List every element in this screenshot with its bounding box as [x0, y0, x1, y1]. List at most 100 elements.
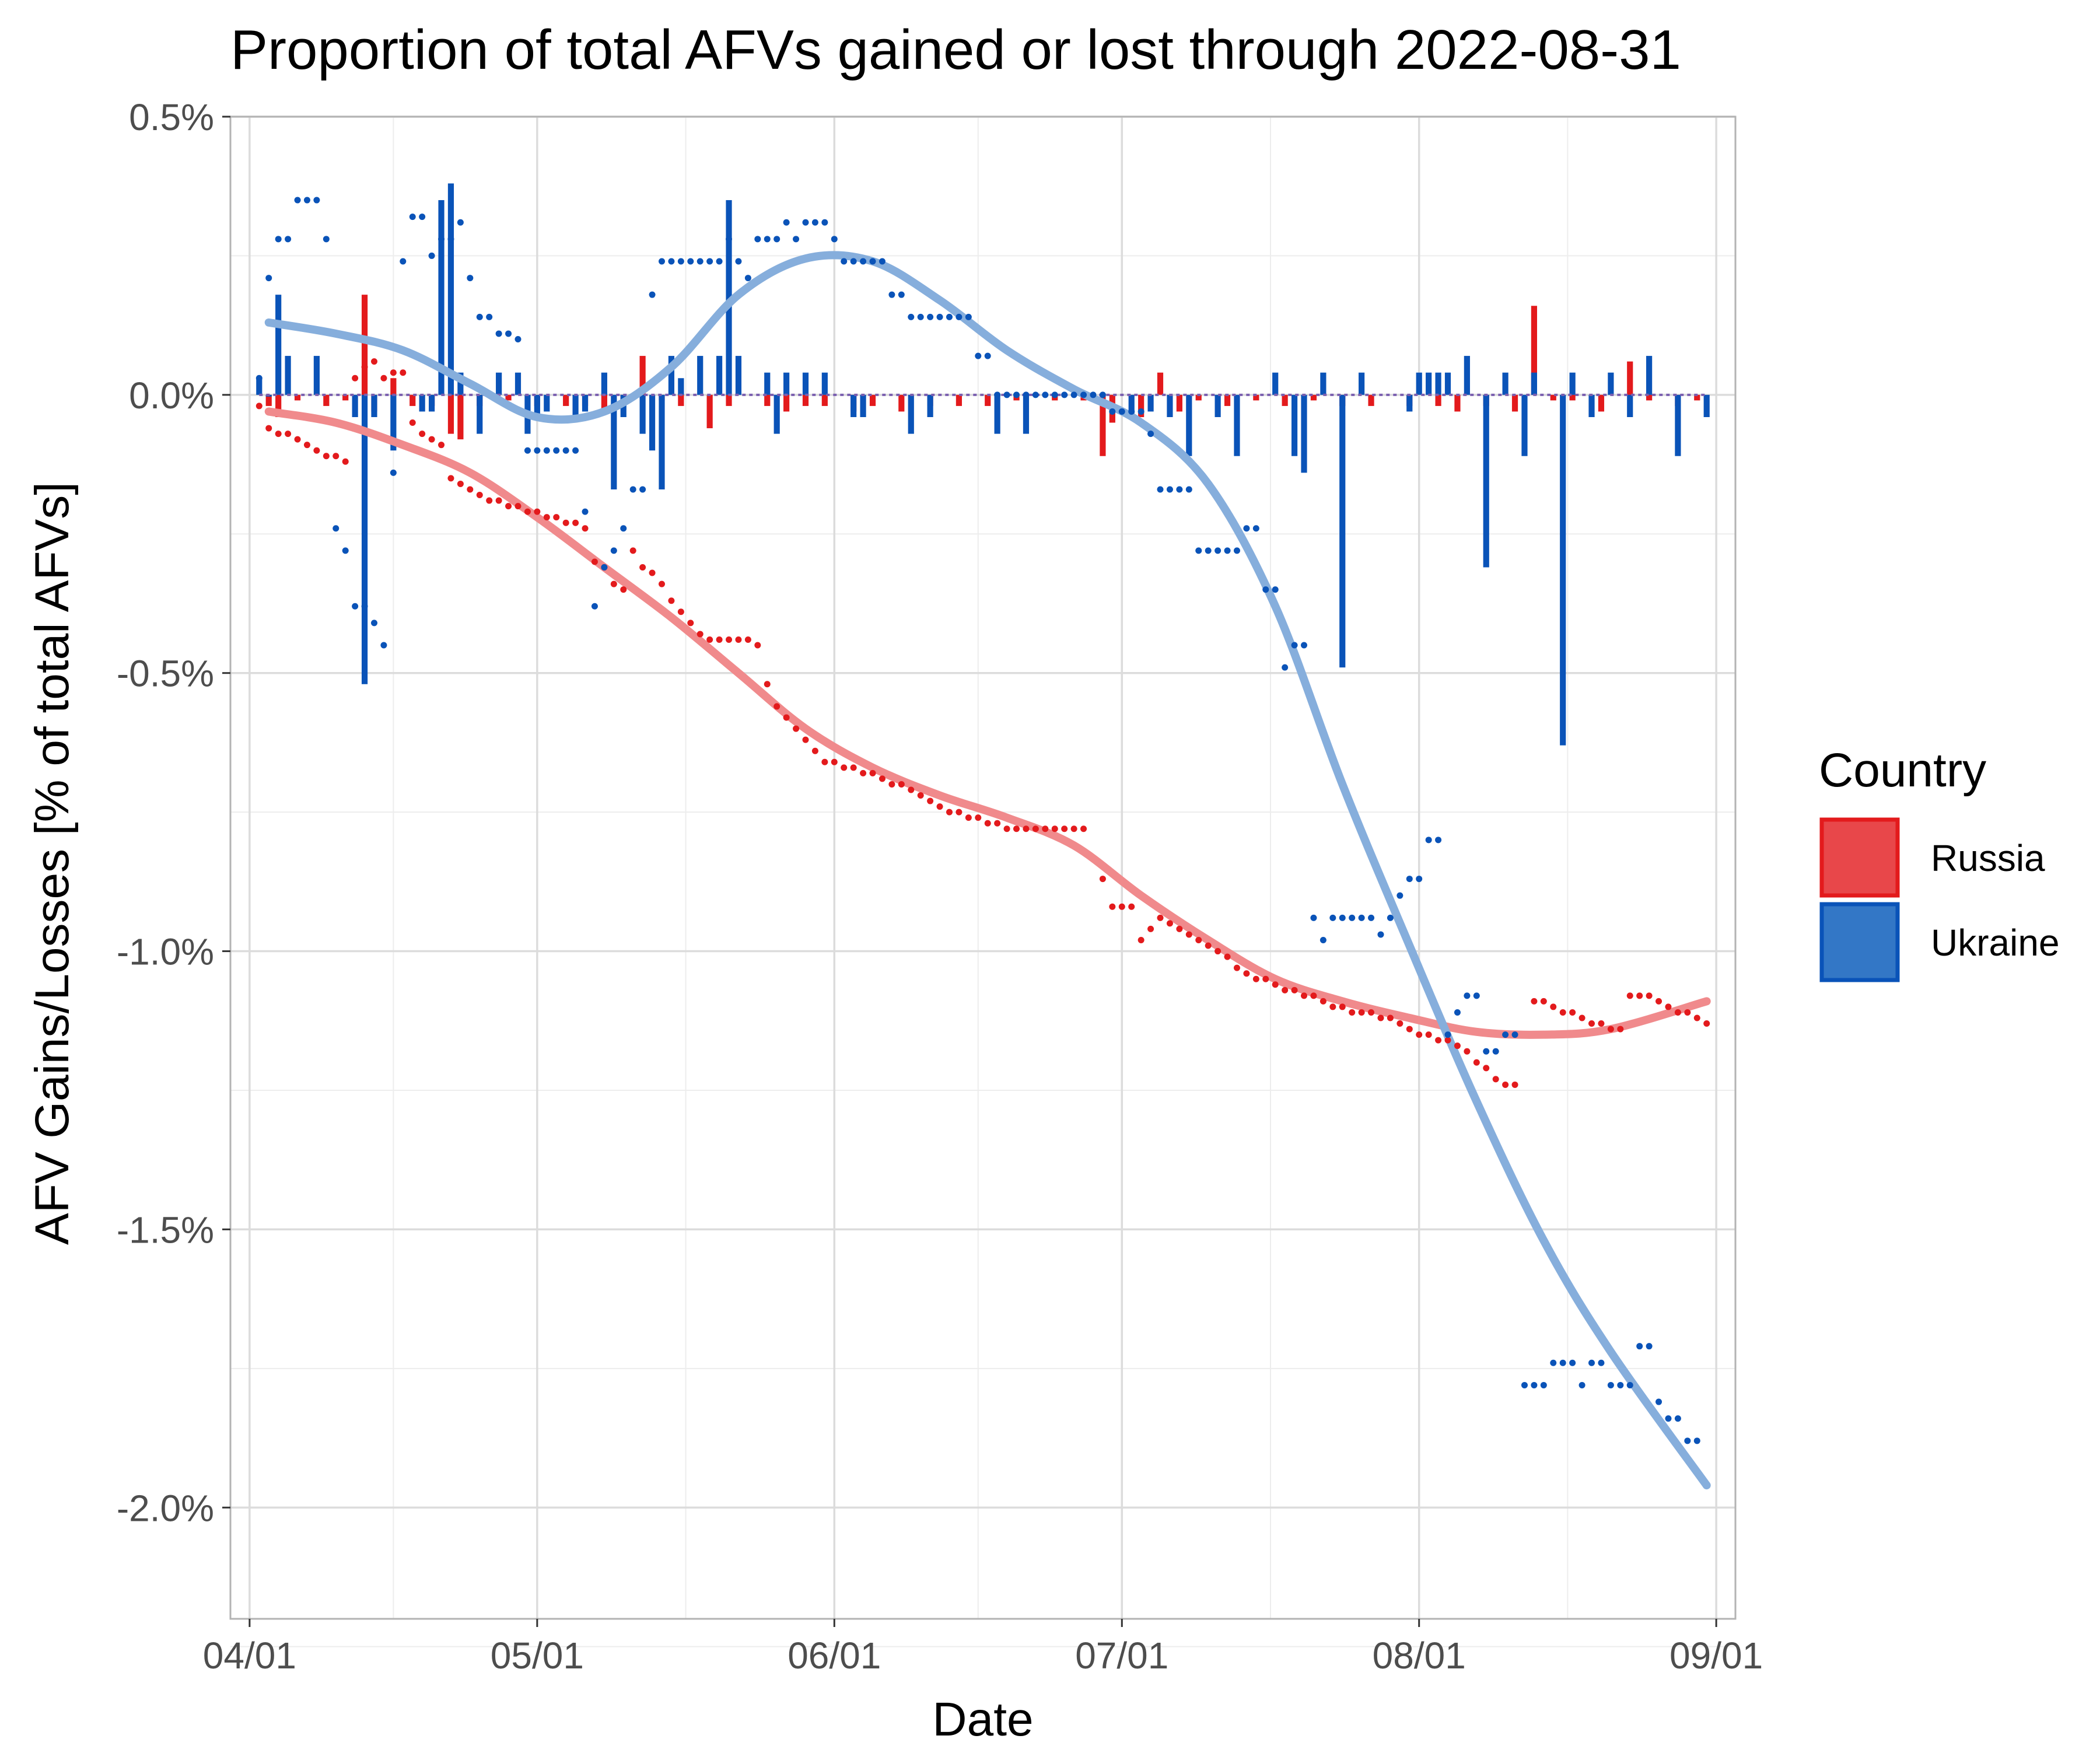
- bar-russia: [1569, 394, 1576, 401]
- point-russia: [754, 642, 761, 649]
- bar-russia: [323, 394, 330, 406]
- bar-russia: [783, 394, 790, 412]
- point-ukraine: [1301, 642, 1308, 649]
- bar-ukraine: [1703, 394, 1710, 417]
- point-ukraine: [457, 219, 464, 226]
- chart-title: Proportion of total AFVs gained or lost …: [230, 19, 1681, 81]
- bar-ukraine: [611, 394, 617, 489]
- bar-ukraine: [496, 372, 502, 395]
- point-russia: [457, 480, 464, 487]
- point-russia: [1262, 975, 1269, 982]
- point-ukraine: [1656, 1398, 1662, 1405]
- point-ukraine: [1387, 914, 1394, 921]
- point-ukraine: [994, 391, 1001, 398]
- point-russia: [543, 514, 550, 521]
- point-ukraine: [649, 291, 656, 298]
- point-russia: [352, 375, 359, 382]
- bar-ukraine: [544, 394, 550, 412]
- point-ukraine: [1329, 914, 1336, 921]
- bar-ukraine: [1147, 394, 1154, 412]
- bar-russia: [275, 394, 282, 417]
- bar-ukraine: [850, 394, 857, 417]
- point-russia: [1109, 903, 1116, 910]
- x-axis-label: Date: [932, 1693, 1033, 1746]
- point-ukraine: [275, 236, 282, 243]
- bar-ukraine: [821, 372, 828, 395]
- point-russia: [1569, 1009, 1576, 1016]
- point-russia: [1032, 825, 1039, 832]
- y-tick-label: -0.5%: [117, 653, 214, 695]
- point-ukraine: [946, 313, 953, 320]
- point-ukraine: [1396, 892, 1404, 899]
- point-russia: [1607, 1026, 1614, 1033]
- bar-ukraine: [908, 394, 914, 434]
- point-ukraine: [313, 197, 320, 204]
- bar-russia: [1224, 394, 1231, 406]
- point-ukraine: [696, 258, 704, 265]
- point-russia: [524, 508, 531, 515]
- point-ukraine: [1511, 1031, 1518, 1038]
- point-ukraine: [1588, 1359, 1595, 1366]
- y-axis-label: AFV Gains/Losses [% of total AFVs]: [26, 482, 79, 1245]
- point-ukraine: [965, 313, 972, 320]
- point-ukraine: [668, 258, 675, 265]
- point-russia: [447, 475, 454, 482]
- point-russia: [419, 431, 426, 438]
- point-ukraine: [514, 335, 522, 342]
- point-russia: [1511, 1081, 1518, 1088]
- bar-ukraine: [1416, 372, 1422, 395]
- bar-russia: [764, 394, 771, 406]
- point-ukraine: [1483, 1048, 1490, 1055]
- bar-ukraine: [1588, 394, 1595, 417]
- smooth-line-ukraine: [264, 251, 1711, 1490]
- point-ukraine: [821, 219, 828, 226]
- point-ukraine: [936, 313, 943, 320]
- bar-ukraine: [659, 394, 665, 489]
- bar-ukraine: [1359, 372, 1365, 395]
- point-ukraine: [1176, 486, 1183, 493]
- point-ukraine: [1214, 547, 1222, 554]
- point-ukraine: [774, 236, 780, 243]
- point-russia: [332, 453, 340, 460]
- bar-russia: [1282, 394, 1288, 406]
- point-ukraine: [1099, 391, 1106, 398]
- y-tick-label: -1.0%: [117, 931, 214, 973]
- bar-ukraine: [1272, 372, 1279, 395]
- point-ukraine: [438, 236, 445, 243]
- point-russia: [390, 369, 397, 376]
- bar-ukraine: [639, 394, 646, 434]
- bar-russia: [898, 394, 905, 412]
- x-tick-label: 05/01: [491, 1635, 584, 1677]
- point-russia: [658, 580, 665, 587]
- point-ukraine: [888, 291, 895, 298]
- point-ukraine: [303, 197, 310, 204]
- bar-russia: [563, 394, 569, 406]
- point-ukraine: [1540, 1381, 1547, 1388]
- point-ukraine: [562, 447, 569, 454]
- point-ukraine: [1003, 391, 1010, 398]
- bar-ukraine: [1444, 372, 1451, 395]
- bar-russia: [1253, 394, 1259, 401]
- point-russia: [898, 781, 905, 788]
- point-russia: [706, 636, 713, 643]
- point-russia: [1483, 1065, 1490, 1072]
- point-ukraine: [370, 620, 377, 627]
- bar-ukraine: [1569, 372, 1576, 395]
- point-russia: [1406, 1026, 1413, 1033]
- bar-ukraine: [1426, 372, 1432, 395]
- point-ukraine: [841, 258, 848, 265]
- point-russia: [1377, 1014, 1384, 1021]
- point-russia: [582, 525, 589, 532]
- point-ukraine: [1569, 1359, 1576, 1366]
- point-russia: [275, 431, 282, 438]
- point-russia: [677, 608, 684, 615]
- x-tick-label: 04/01: [203, 1635, 296, 1677]
- point-ukraine: [1416, 876, 1423, 883]
- bar-ukraine: [438, 200, 444, 395]
- point-russia: [1435, 1037, 1442, 1044]
- y-tick-label: -1.5%: [117, 1209, 214, 1251]
- point-ukraine: [1368, 914, 1375, 921]
- bar-ukraine: [860, 394, 866, 417]
- point-ukraine: [744, 275, 751, 282]
- point-russia: [1310, 992, 1317, 999]
